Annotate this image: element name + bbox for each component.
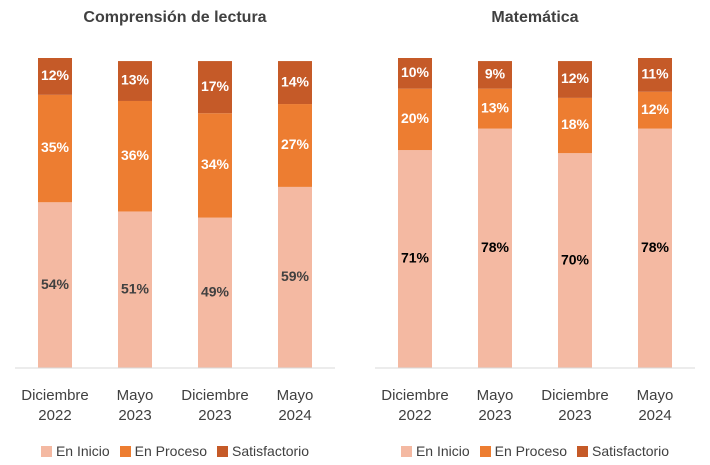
value-label: 12% bbox=[561, 70, 590, 86]
legend-label: En Inicio bbox=[415, 443, 470, 459]
value-label: 71% bbox=[401, 250, 430, 266]
legend: En Inicio En Proceso Satisfactorio bbox=[5, 443, 345, 459]
bar-segment bbox=[558, 97, 592, 154]
value-label: 78% bbox=[481, 239, 510, 255]
x-tick-label: Mayo 2024 bbox=[605, 386, 705, 426]
bar-segment bbox=[398, 88, 432, 151]
legend-swatch bbox=[400, 445, 412, 457]
bar-segment bbox=[278, 61, 312, 105]
x-tick-text: Mayo 2024 bbox=[276, 387, 314, 424]
bar-segment bbox=[198, 61, 232, 114]
x-tick-text: Mayo 2024 bbox=[636, 387, 674, 424]
value-label: 36% bbox=[121, 147, 150, 163]
x-tick-text: Mayo 2023 bbox=[116, 387, 154, 424]
value-label: 78% bbox=[641, 239, 670, 255]
bar-segment bbox=[278, 186, 312, 368]
legend-item: En Inicio bbox=[40, 443, 110, 459]
bar-segment bbox=[118, 211, 152, 368]
x-tick-label: Mayo 2023 bbox=[85, 386, 185, 426]
bar-segment bbox=[118, 61, 152, 101]
value-label: 14% bbox=[281, 73, 310, 89]
x-tick-text: Diciembre 2023 bbox=[181, 387, 249, 424]
bar-segment bbox=[38, 58, 72, 95]
legend-label: En Inicio bbox=[55, 443, 110, 459]
value-label: 12% bbox=[641, 101, 670, 117]
x-tick-text: Mayo 2023 bbox=[476, 387, 514, 424]
x-tick-label: Diciembre 2022 bbox=[5, 386, 105, 426]
bar-segment bbox=[198, 113, 232, 218]
bar-segment bbox=[118, 100, 152, 212]
bar-segment bbox=[558, 153, 592, 368]
x-tick-text: Diciembre 2022 bbox=[381, 387, 449, 424]
value-label: 27% bbox=[281, 136, 310, 152]
value-label: 49% bbox=[201, 284, 230, 300]
legend-swatch bbox=[119, 445, 131, 457]
legend-label: En Proceso bbox=[134, 443, 208, 459]
legend-label: Satisfactorio bbox=[592, 443, 670, 459]
legend-item: Satisfactorio bbox=[217, 443, 309, 459]
x-tick-label: Diciembre 2023 bbox=[165, 386, 265, 426]
value-label: 13% bbox=[121, 72, 150, 88]
value-label: 9% bbox=[485, 66, 506, 82]
value-label: 20% bbox=[401, 110, 430, 126]
value-label: 59% bbox=[281, 268, 310, 284]
value-label: 35% bbox=[41, 139, 70, 155]
x-tick-label: Diciembre 2022 bbox=[365, 386, 465, 426]
bar-segment bbox=[38, 202, 72, 368]
value-label: 34% bbox=[201, 156, 230, 172]
bar-segment bbox=[478, 88, 512, 129]
legend-item: Satisfactorio bbox=[577, 443, 669, 459]
bar-segment bbox=[478, 128, 512, 368]
chart-title: Comprensión de lectura bbox=[83, 9, 266, 26]
value-label: 12% bbox=[41, 67, 70, 83]
value-label: 10% bbox=[401, 64, 430, 80]
legend-swatch bbox=[217, 445, 229, 457]
legend-swatch bbox=[577, 445, 589, 457]
bar-segment bbox=[38, 94, 72, 203]
bar-segment bbox=[278, 104, 312, 187]
legend-swatch bbox=[479, 445, 491, 457]
value-label: 70% bbox=[561, 251, 590, 267]
chart-title: Matemática bbox=[491, 9, 578, 26]
x-tick-text: Diciembre 2023 bbox=[541, 387, 609, 424]
legend-label: Satisfactorio bbox=[232, 443, 310, 459]
x-tick-text: Diciembre 2022 bbox=[21, 387, 89, 424]
value-label: 17% bbox=[201, 78, 230, 94]
x-tick-label: Diciembre 2023 bbox=[525, 386, 625, 426]
bar-segment bbox=[638, 91, 672, 129]
value-label: 13% bbox=[481, 99, 510, 115]
legend-label: En Proceso bbox=[494, 443, 568, 459]
legend: En Inicio En Proceso Satisfactorio bbox=[365, 443, 705, 459]
bar-segment bbox=[478, 61, 512, 89]
value-label: 54% bbox=[41, 276, 70, 292]
x-tick-label: Mayo 2024 bbox=[245, 386, 345, 426]
value-label: 51% bbox=[121, 280, 150, 296]
value-label: 11% bbox=[641, 66, 669, 82]
bar-segment bbox=[198, 217, 232, 368]
value-label: 18% bbox=[561, 116, 590, 132]
bar-segment bbox=[638, 58, 672, 92]
legend-swatch bbox=[40, 445, 52, 457]
bar-segment bbox=[558, 61, 592, 98]
bar-segment bbox=[638, 128, 672, 368]
bar-segment bbox=[398, 150, 432, 368]
x-tick-label: Mayo 2023 bbox=[445, 386, 545, 426]
legend-item: En Proceso bbox=[119, 443, 208, 459]
bar-segment bbox=[398, 58, 432, 89]
legend-item: En Inicio bbox=[400, 443, 470, 459]
legend-item: En Proceso bbox=[479, 443, 568, 459]
